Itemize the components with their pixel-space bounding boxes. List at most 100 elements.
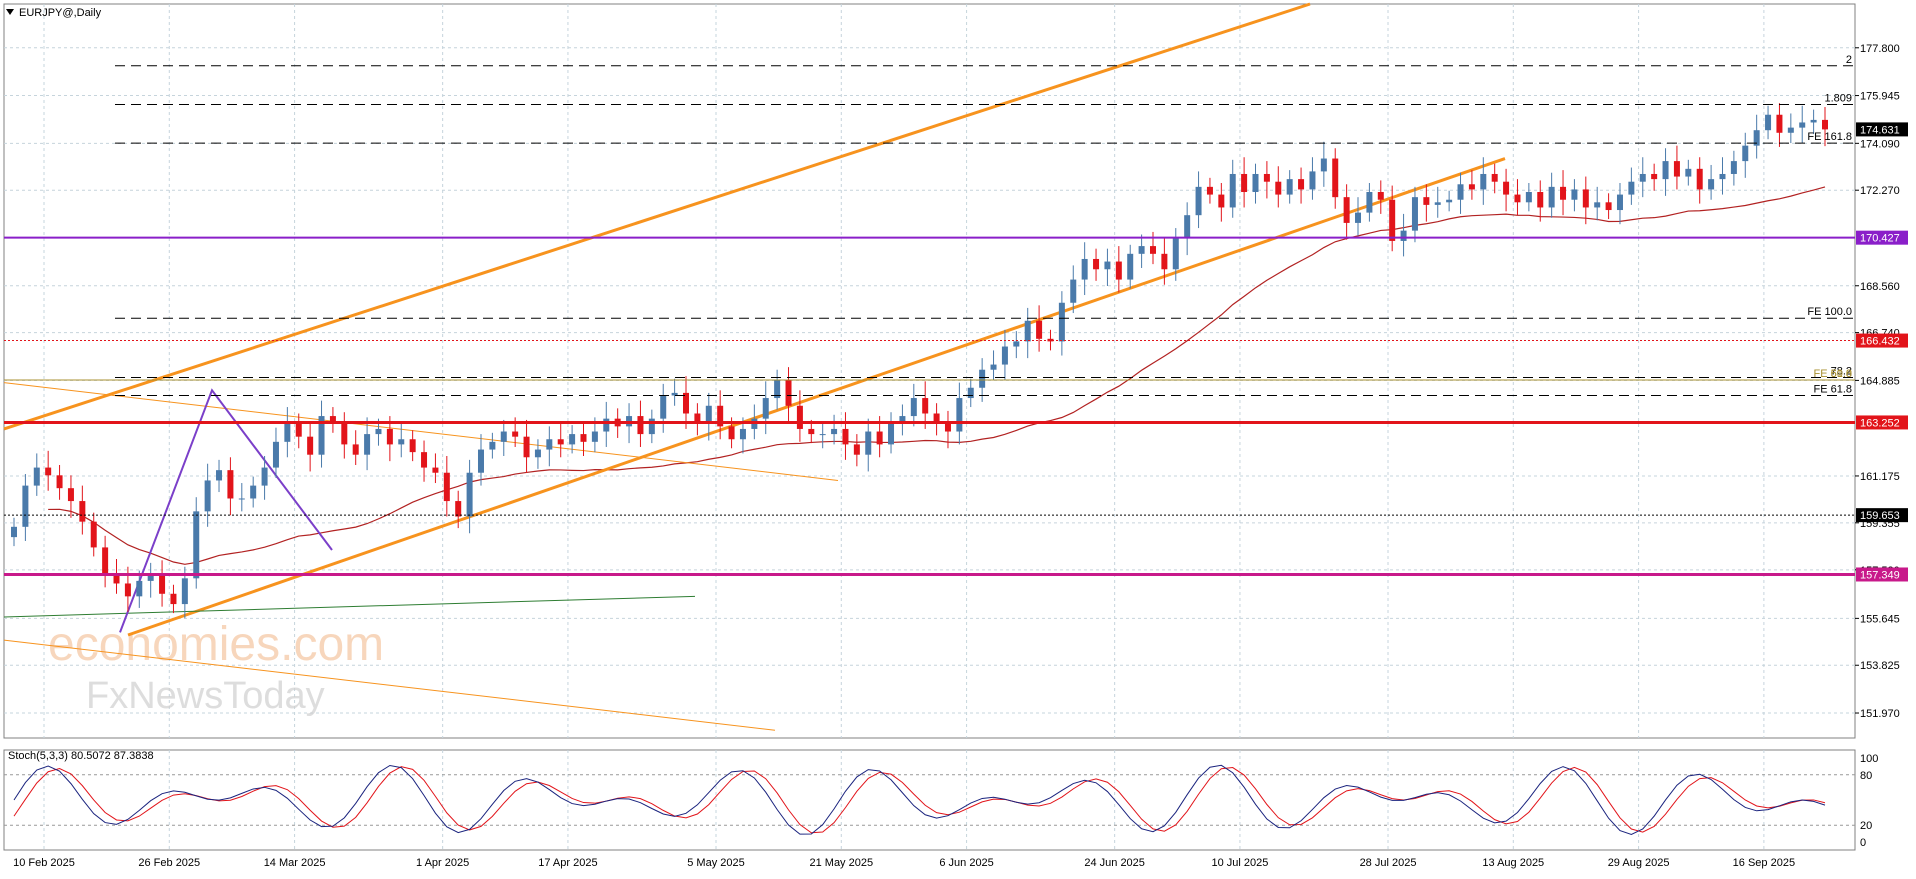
price-box-label: 159.653 (1860, 510, 1900, 522)
candle-body (56, 475, 63, 489)
candle-body (1639, 173, 1646, 182)
candle-body (1503, 181, 1510, 195)
candle-body (512, 431, 519, 437)
y-tick-label: 161.175 (1860, 471, 1900, 483)
fib-level-label: FE 61.8 (1813, 383, 1852, 395)
candle-body (409, 439, 416, 453)
candle-body (1149, 246, 1156, 254)
moving-average-line (48, 186, 1826, 565)
candle-body (1138, 246, 1145, 254)
candle-body (466, 472, 473, 517)
candle-body (899, 416, 906, 422)
x-tick-label: 29 Aug 2025 (1608, 857, 1670, 869)
price-box (1856, 415, 1908, 430)
candle-body (341, 423, 348, 445)
candle-body (1047, 338, 1054, 342)
x-tick-label: 17 Apr 2025 (538, 857, 597, 869)
candle-body (1275, 181, 1282, 195)
candle-body (1787, 127, 1794, 133)
price-box-label: 166.432 (1860, 336, 1900, 348)
candle-body (386, 428, 393, 445)
collapse-arrow-icon[interactable] (6, 9, 14, 15)
trendline-thin-upper (3, 382, 839, 481)
stoch-y-label: 0 (1860, 837, 1866, 849)
candle-body (728, 426, 735, 440)
channel-upper-line (3, 2, 1311, 431)
stoch-y-label: 80 (1860, 770, 1872, 782)
main-panel-border (3, 3, 1856, 739)
candle-body (170, 593, 177, 605)
candle-body (1434, 202, 1441, 205)
price-box (1856, 230, 1908, 245)
candle-body (227, 470, 234, 499)
candle-body (33, 467, 40, 486)
abc-pattern-line (119, 388, 333, 633)
x-tick-label: 10 Jul 2025 (1211, 857, 1268, 869)
candle-body (785, 380, 792, 406)
candle-body (238, 498, 245, 500)
candle-body (295, 423, 302, 437)
candle-body (1400, 230, 1407, 241)
candle-body (1093, 258, 1100, 270)
green-trendline (3, 595, 696, 618)
candle-body (1252, 173, 1259, 193)
candle-body (1389, 199, 1396, 241)
candle-body (1081, 258, 1088, 280)
candle-body (1651, 173, 1658, 180)
stoch-signal-line (13, 766, 1826, 834)
candle-body (318, 416, 325, 455)
candle-body (1616, 194, 1623, 211)
candle-body (1411, 197, 1418, 231)
candle-body (580, 434, 587, 442)
fib-level-label: 61.8 (1831, 368, 1852, 380)
fib-level-label: 78.2 (1831, 365, 1852, 377)
candle-body (831, 428, 838, 435)
candle-body (739, 428, 746, 440)
candle-body (967, 387, 974, 399)
candle-body (705, 405, 712, 424)
candle-body (1468, 184, 1475, 190)
candle-body (1799, 122, 1806, 128)
candle-body (11, 526, 17, 538)
candle-body (489, 441, 496, 450)
candle-body (113, 573, 120, 584)
candle-body (375, 428, 382, 435)
candle-body (591, 431, 598, 442)
candle-body (808, 428, 815, 435)
candle-body (22, 485, 29, 527)
candle-body (1765, 114, 1772, 131)
x-tick-label: 21 May 2025 (809, 857, 873, 869)
x-tick-label: 16 Sep 2025 (1733, 857, 1795, 869)
candle-body (329, 416, 336, 424)
x-tick-label: 24 Jun 2025 (1084, 857, 1145, 869)
price-box-label: 174.631 (1860, 124, 1900, 136)
candle-body (1594, 202, 1601, 208)
candle-body (124, 583, 131, 597)
candle-body (67, 488, 74, 502)
price-box (1856, 508, 1908, 523)
x-tick-label: 14 Mar 2025 (264, 857, 326, 869)
candle-body (159, 575, 166, 594)
watermark-economies: economies.com (48, 618, 384, 671)
candle-body (432, 467, 439, 473)
candle-body (956, 398, 963, 432)
candle-body (819, 434, 826, 436)
candle-body (1229, 173, 1236, 208)
candle-body (717, 405, 724, 427)
price-box (1856, 567, 1908, 582)
candle-body (1115, 261, 1122, 280)
candle-body (477, 449, 484, 473)
y-tick-label: 153.825 (1860, 660, 1900, 672)
candle-body (1001, 346, 1008, 365)
candle-body (1104, 261, 1111, 270)
candle-body (1457, 184, 1464, 200)
candle-body (1161, 253, 1168, 270)
fib-level-label: 2 (1846, 54, 1852, 66)
x-tick-label: 5 May 2025 (687, 857, 744, 869)
candle-body (1810, 119, 1817, 123)
y-tick-label: 151.970 (1860, 708, 1900, 720)
y-tick-label: 175.945 (1860, 91, 1900, 103)
candle-body (944, 423, 951, 432)
